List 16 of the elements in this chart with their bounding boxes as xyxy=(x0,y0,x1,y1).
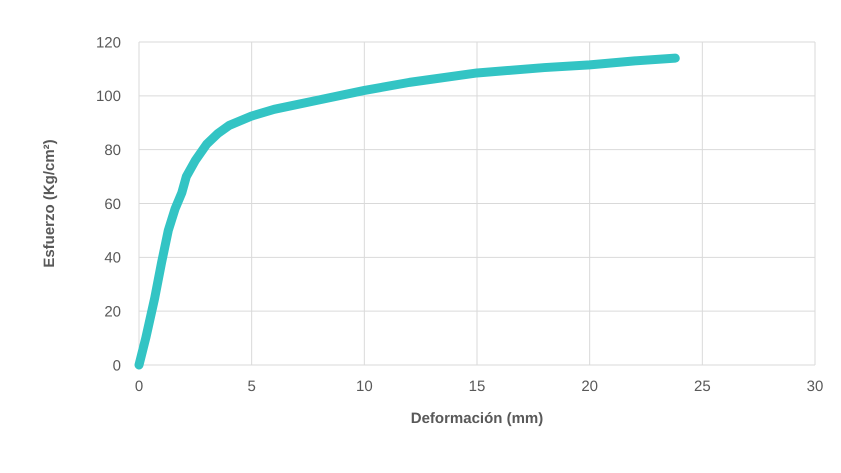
y-tick-label: 80 xyxy=(104,142,121,159)
y-tick-label: 0 xyxy=(112,357,121,374)
y-tick-label: 100 xyxy=(96,88,121,106)
y-tick-label: 120 xyxy=(96,34,121,52)
x-tick-label: 10 xyxy=(356,378,373,395)
x-tick-label: 15 xyxy=(468,378,486,395)
x-tick-label: 0 xyxy=(134,378,144,395)
x-tick-label: 20 xyxy=(581,378,598,395)
y-axis-title: Esfuerzo (Kg/cm²) xyxy=(41,139,58,268)
y-tick-label: 40 xyxy=(104,250,121,267)
x-tick-label: 5 xyxy=(247,378,256,395)
y-tick-label: 20 xyxy=(104,303,121,320)
y-tick-label: 60 xyxy=(104,196,121,213)
x-tick-label: 25 xyxy=(694,378,711,395)
x-axis-title: Deformación (mm) xyxy=(410,410,544,427)
x-tick-label: 30 xyxy=(806,378,824,395)
